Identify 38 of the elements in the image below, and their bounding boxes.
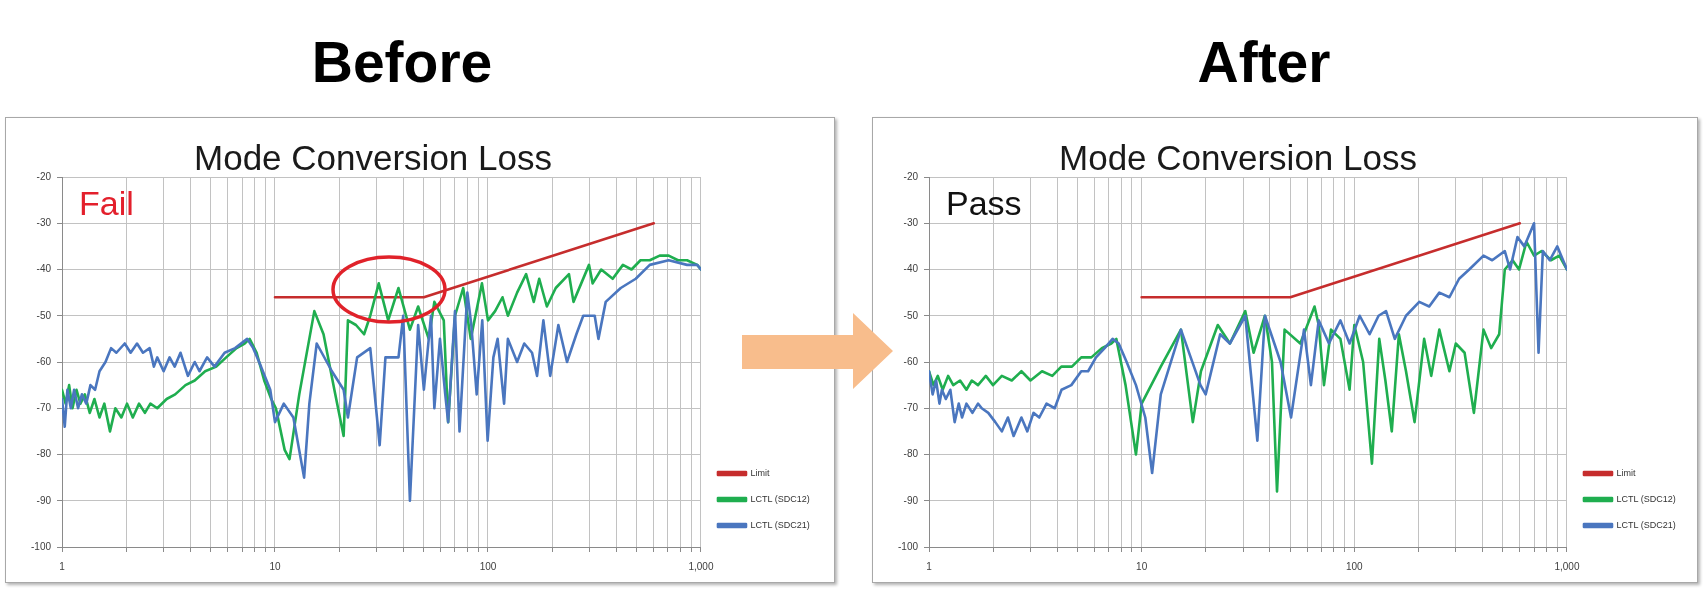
y-tick-label: -90 bbox=[36, 494, 52, 506]
y-tick-label: -40 bbox=[36, 263, 52, 275]
legend-label: LCTL (SDC21) bbox=[750, 519, 810, 530]
x-tick-label: 10 bbox=[1136, 560, 1148, 572]
chart-subtitle: Mode Conversion Loss bbox=[194, 138, 552, 177]
annotation: Fail bbox=[79, 184, 134, 222]
x-tick-label: 1 bbox=[59, 560, 66, 572]
x-tick-label: 1,000 bbox=[688, 560, 714, 572]
legend-label: Limit bbox=[750, 467, 770, 478]
annotation: Pass bbox=[946, 184, 1022, 222]
y-tick-label: -100 bbox=[30, 540, 52, 552]
x-tick-label: 1 bbox=[926, 560, 933, 572]
y-tick-label: -70 bbox=[903, 402, 919, 413]
y-tick-label: -90 bbox=[903, 494, 919, 506]
legend-label: LCTL (SDC21) bbox=[1616, 519, 1676, 530]
y-tick-label: -60 bbox=[903, 355, 919, 367]
y-tick-label: -40 bbox=[903, 263, 919, 275]
y-tick-label: -80 bbox=[36, 448, 52, 460]
x-tick-label: 100 bbox=[479, 560, 497, 572]
x-tick-label: 10 bbox=[269, 560, 281, 572]
y-tick-label: -60 bbox=[36, 355, 52, 367]
y-tick-label: -100 bbox=[897, 540, 919, 552]
x-tick-label: 1,000 bbox=[1554, 560, 1580, 572]
y-tick-label: -20 bbox=[36, 170, 52, 182]
y-tick-label: -50 bbox=[903, 309, 919, 321]
legend-label: Limit bbox=[1616, 467, 1636, 478]
y-tick-label: -80 bbox=[903, 448, 919, 460]
chart-subtitle: Mode Conversion Loss bbox=[1059, 138, 1417, 177]
y-tick-label: -30 bbox=[903, 217, 919, 228]
legend-label: LCTL (SDC12) bbox=[1616, 493, 1676, 504]
y-tick-label: -50 bbox=[36, 309, 52, 321]
x-tick-label: 100 bbox=[1345, 560, 1364, 572]
chart-title: After bbox=[1196, 30, 1332, 94]
y-tick-label: -70 bbox=[36, 402, 52, 413]
chart-title: Before bbox=[310, 30, 494, 94]
legend-label: LCTL (SDC12) bbox=[750, 493, 810, 504]
y-tick-label: -30 bbox=[36, 217, 52, 228]
y-tick-label: -20 bbox=[903, 170, 919, 182]
